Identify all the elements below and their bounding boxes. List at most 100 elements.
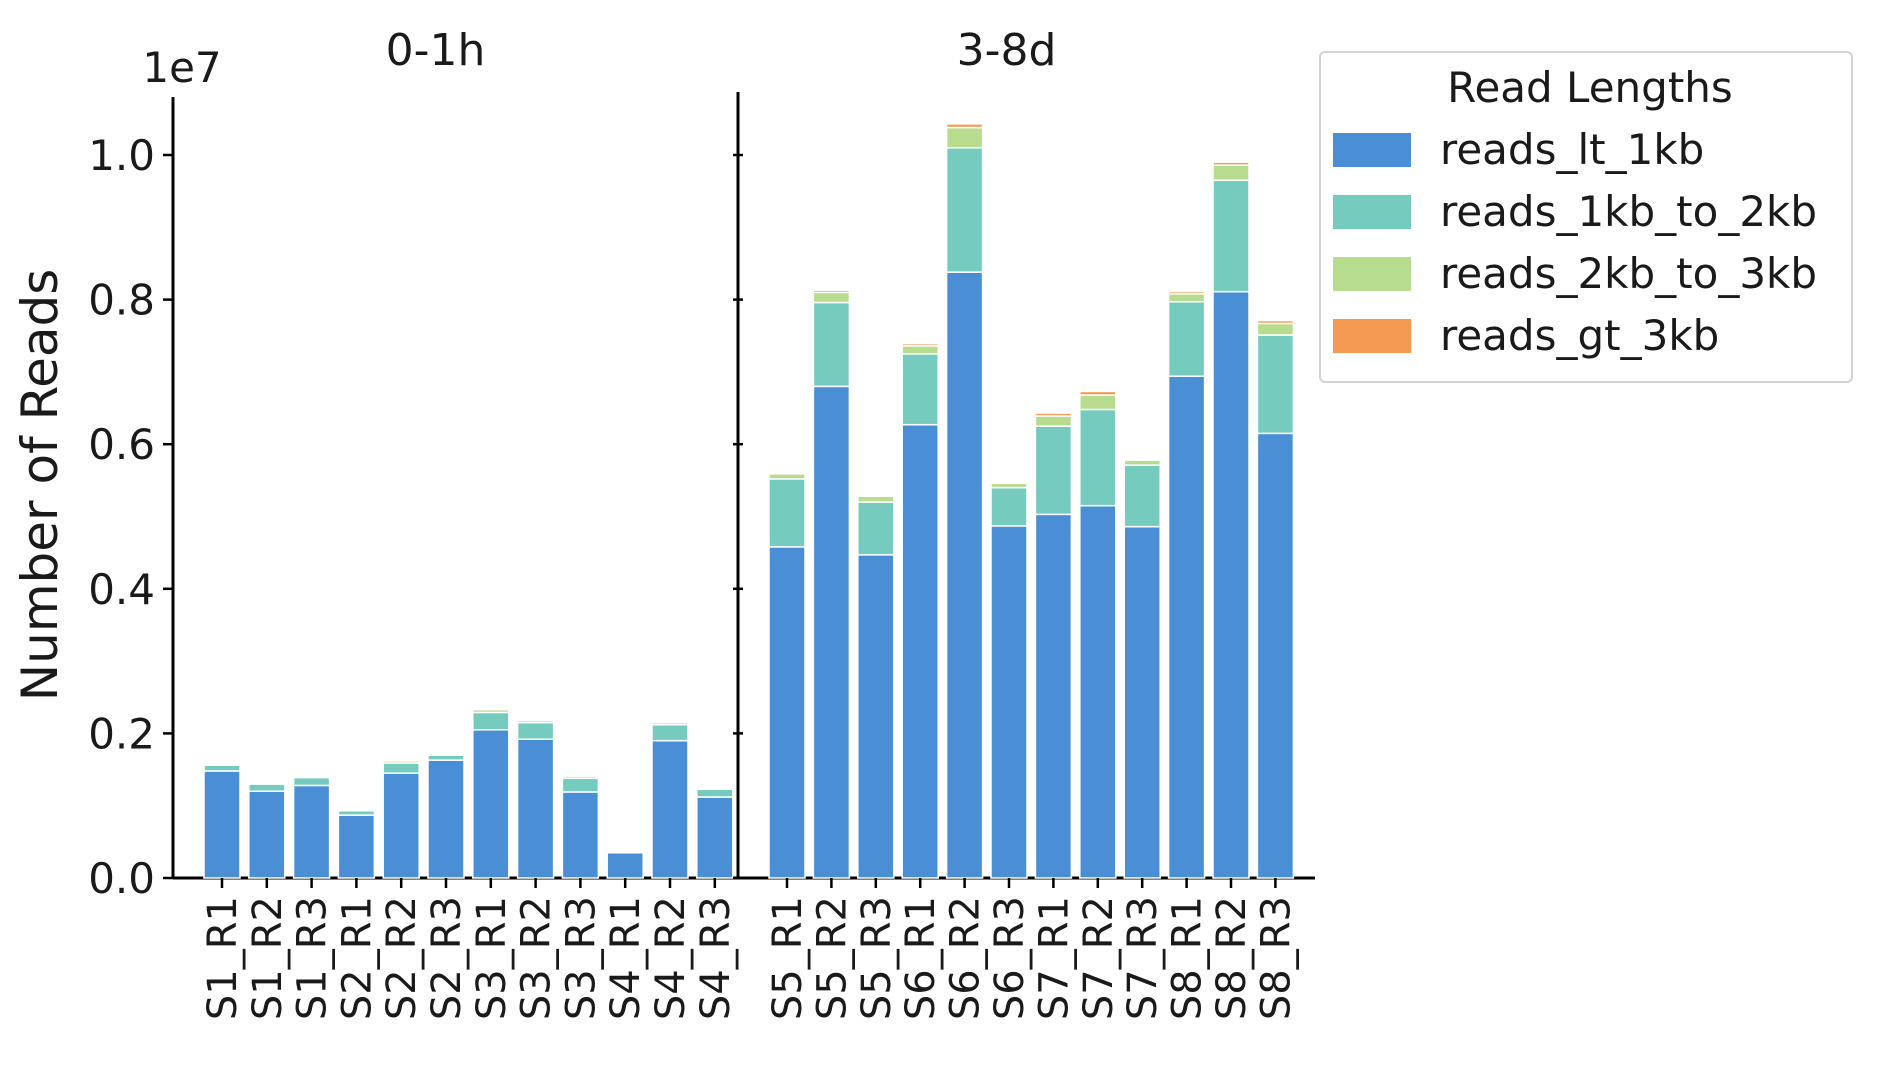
x-tick-label: S5_R2 [809,896,855,1020]
x-tick-label: S4_R1 [603,896,649,1020]
panel-title: 0-1h [386,25,486,76]
bar-segment [292,775,331,779]
legend: Read Lengths reads_lt_1kb reads_1kb_to_2k… [1319,51,1853,383]
bar-segment [901,353,939,426]
panel-2: 3-8dS5_R1S5_R2S5_R3S6_R1S6_R2S6_R3S7_R1S… [733,25,1315,1020]
bar-segment [812,385,851,879]
bar-segment [990,525,1028,879]
x-tick-label: S2_R3 [424,896,470,1020]
x-tick-label: S3_R1 [469,896,515,1020]
legend-entries: reads_lt_1kb reads_1kb_to_2kb reads_2kb_to… [1333,125,1817,360]
bar-segment [606,849,644,852]
bar-segment [651,721,689,724]
y-tick-label: 0.6 [88,420,155,469]
y-tick-label: 0.4 [88,565,155,614]
bar-segment [292,776,331,787]
x-tick-label: S1_R1 [200,896,246,1020]
bar-segment [1256,432,1295,879]
bar-segment [561,774,600,777]
x-tick-label: S8_R2 [1209,896,1255,1020]
bar-segment [696,796,734,879]
y-tick-label: 0.0 [88,854,155,903]
x-tick-label: S3_R2 [514,896,560,1020]
x-tick-label: S2_R1 [334,896,380,1020]
x-tick-label: S2_R2 [379,896,425,1020]
bar-segment [768,473,806,480]
bar-segment [516,721,555,740]
bar-segment [1123,525,1161,879]
bar-segment [768,478,806,548]
bar-segment [248,783,286,792]
legend-frame [1319,51,1853,383]
bar-segment [561,777,600,793]
bar-segment [516,718,555,722]
panels-layer: 0.00.20.40.60.81.00-1hS1_R1S1_R2S1_R3S2_… [88,25,1315,1020]
bar-segment [857,501,895,556]
bar-segment [857,554,895,879]
bar-segment [382,772,420,879]
x-tick-label: S8_R1 [1165,896,1211,1020]
bar-segment [337,814,376,879]
bar-segment [1167,290,1206,295]
bar-segment [768,546,806,879]
legend-entry-label: reads_1kb_to_2kb [1440,187,1817,236]
bar-segment [945,126,984,149]
bar-segment [1034,412,1073,417]
bar-segment [857,494,895,498]
bar-segment [427,752,465,756]
x-tick-label: S4_R2 [648,896,694,1020]
bar-segment [901,342,939,347]
y-axis-label: Number of Reads [11,269,69,702]
bar-segment [382,762,420,774]
bar-segment [651,739,689,879]
panel-1: 0-1hS1_R1S1_R2S1_R3S2_R1S2_R2S2_R3S3_R1S… [173,25,739,1020]
bar-segment [945,123,984,129]
x-tick-label: S7_R3 [1120,896,1166,1020]
x-tick-label: S1_R2 [245,896,291,1020]
x-tick-label: S8_R3 [1253,896,1299,1020]
bar-segment [945,271,984,879]
bar-segment [561,791,600,879]
x-tick-label: S1_R3 [290,896,336,1020]
bar-segment [1034,415,1073,427]
bar-segment [696,786,734,790]
x-tick-label: S6_R3 [987,896,1033,1020]
bar-segment [1123,464,1161,528]
bar-segment [990,481,1028,484]
legend-entry-label: reads_2kb_to_3kb [1440,249,1817,298]
bar-segment [1167,375,1206,879]
bar-segment [1212,179,1250,293]
panel-title: 3-8d [957,25,1057,76]
bar-segment [427,759,465,879]
bar-segment [606,851,644,879]
y-tick-label: 0.8 [88,276,155,325]
bar-segment [472,711,510,731]
bar-segment [857,495,895,503]
bar-segment [901,345,939,355]
legend-swatch [1333,257,1411,291]
bar-segment [1256,322,1295,336]
bar-segment [1256,319,1295,325]
legend-swatch [1333,133,1411,167]
bar-segment [1167,301,1206,377]
bar-segment [945,147,984,273]
bar-segment [1123,459,1161,466]
x-tick-label: S7_R2 [1076,896,1122,1020]
x-tick-label: S6_R2 [943,896,989,1020]
bar-segment [427,754,465,761]
bar-segment [812,301,851,388]
bar-segment [1034,513,1073,879]
x-tick-label: S5_R3 [854,896,900,1020]
x-tick-label: S7_R1 [1031,896,1077,1020]
legend-swatch [1333,319,1411,353]
bar-segment [472,708,510,711]
bar-segment [292,784,331,879]
bar-segment [203,770,241,879]
bar-segment [1212,290,1250,879]
bar-segment [1034,425,1073,516]
bar-segment [382,759,420,762]
legend-entry-label: reads_gt_3kb [1440,311,1719,360]
bar-segment [248,781,286,785]
bar-segment [248,790,286,879]
